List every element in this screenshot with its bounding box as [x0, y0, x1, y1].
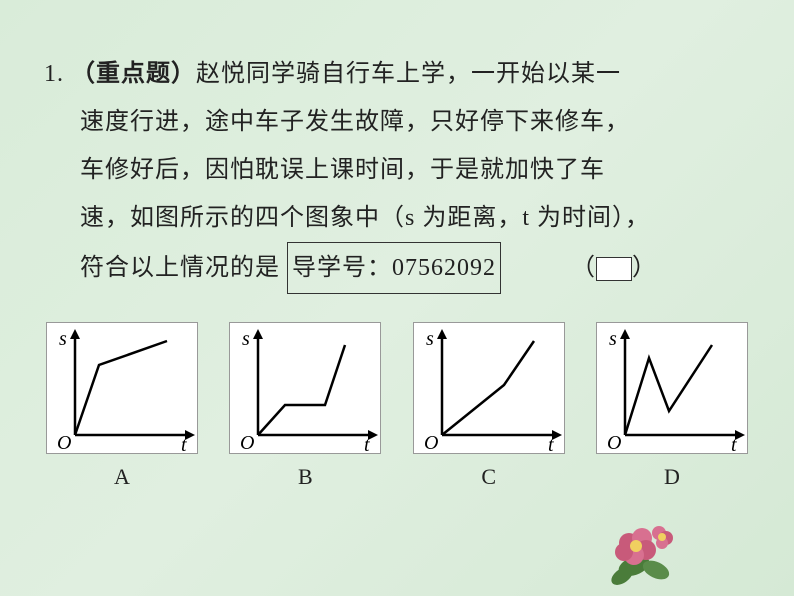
- chart-svg-C: s t O: [413, 322, 565, 454]
- chart-svg-D: s t O: [596, 322, 748, 454]
- chart-label-B: B: [298, 464, 313, 490]
- svg-text:O: O: [424, 432, 438, 454]
- svg-text:O: O: [607, 432, 621, 454]
- svg-text:s: s: [59, 328, 67, 350]
- question-tag: （重点题）: [71, 61, 196, 87]
- paren-open: （: [571, 255, 596, 281]
- chart-B: s t O B: [229, 322, 381, 490]
- svg-text:t: t: [548, 434, 554, 454]
- q-line5-wrap: 符合以上情况的是 导学号：07562092 （ ）: [80, 242, 657, 294]
- chart-svg-B: s t O: [229, 322, 381, 454]
- svg-text:t: t: [731, 434, 737, 454]
- chart-label-A: A: [114, 464, 130, 490]
- chart-D: s t O D: [596, 322, 748, 490]
- q-line1: 赵悦同学骑自行车上学，一开始以某一: [196, 61, 621, 87]
- question-number: 1.: [44, 61, 64, 87]
- paren-close: ）: [632, 255, 657, 281]
- q-line2: 速度行进，途中车子发生故障，只好停下来修车，: [80, 98, 630, 146]
- chart-svg-A: s t O: [46, 322, 198, 454]
- q-line4: 速，如图所示的四个图象中（s 为距离，t 为时间），: [80, 194, 650, 242]
- charts-row: s t O As t O Bs t O Cs t O D: [44, 322, 750, 490]
- chart-A: s t O A: [46, 322, 198, 490]
- answer-blank: [596, 257, 632, 281]
- guide-number-box: 导学号：07562092: [287, 242, 501, 294]
- svg-text:t: t: [181, 434, 187, 454]
- svg-text:s: s: [426, 328, 434, 350]
- flower-decoration: [594, 508, 684, 588]
- svg-text:O: O: [57, 432, 71, 454]
- q-line3: 车修好后，因怕耽误上课时间，于是就加快了车: [80, 146, 605, 194]
- chart-label-D: D: [664, 464, 680, 490]
- svg-text:O: O: [240, 432, 254, 454]
- svg-text:s: s: [242, 328, 250, 350]
- chart-label-C: C: [481, 464, 496, 490]
- q-line5: 符合以上情况的是: [80, 255, 280, 281]
- question-block: 1. （重点题）赵悦同学骑自行车上学，一开始以某一 速度行进，途中车子发生故障，…: [44, 50, 750, 294]
- svg-text:s: s: [609, 328, 617, 350]
- chart-C: s t O C: [413, 322, 565, 490]
- svg-text:t: t: [364, 434, 370, 454]
